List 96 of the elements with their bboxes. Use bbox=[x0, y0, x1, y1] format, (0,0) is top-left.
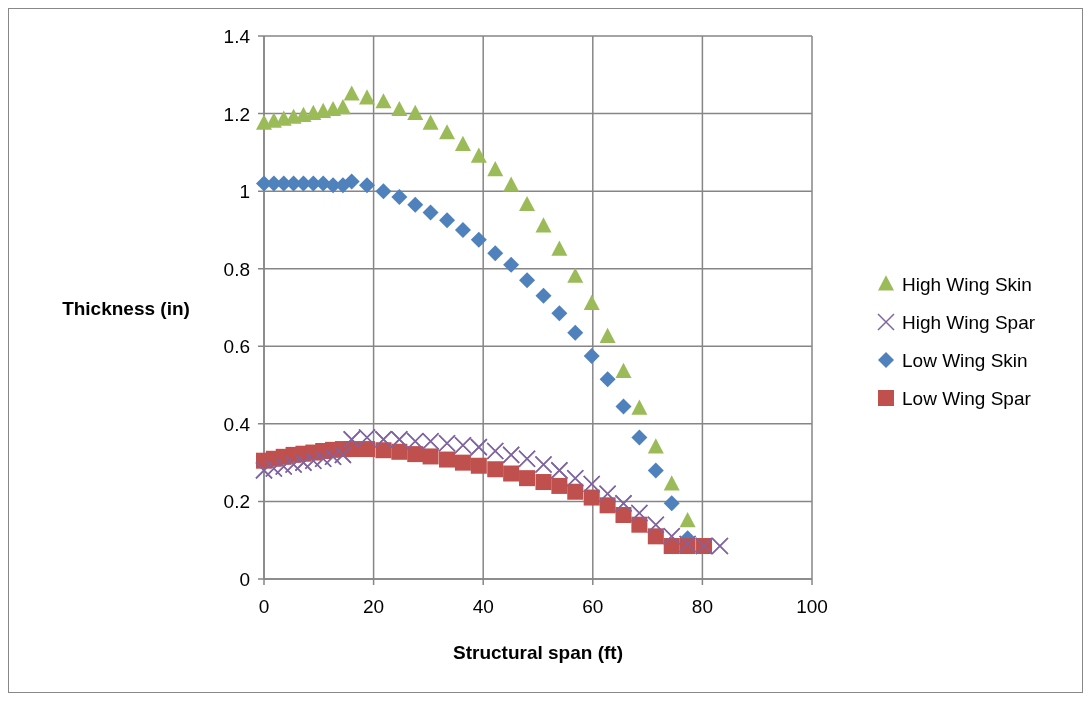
point bbox=[599, 327, 616, 343]
point bbox=[343, 173, 360, 190]
point bbox=[647, 515, 665, 534]
legend-label: High Wing Spar bbox=[902, 312, 1036, 333]
point bbox=[583, 347, 600, 364]
point bbox=[535, 287, 552, 304]
point bbox=[407, 446, 424, 463]
point bbox=[663, 495, 680, 512]
point bbox=[454, 454, 471, 471]
point bbox=[375, 93, 392, 109]
point bbox=[535, 217, 552, 233]
y-tick-label: 1 bbox=[239, 181, 250, 203]
point bbox=[647, 438, 664, 454]
point bbox=[438, 434, 456, 452]
point bbox=[583, 294, 600, 311]
point bbox=[551, 477, 568, 494]
point bbox=[631, 516, 648, 533]
point bbox=[407, 196, 424, 213]
x-tick-label: 100 bbox=[796, 596, 828, 617]
point bbox=[470, 457, 487, 474]
point bbox=[519, 470, 536, 487]
point bbox=[470, 438, 488, 456]
point bbox=[519, 195, 536, 212]
point bbox=[422, 204, 439, 221]
point bbox=[583, 489, 600, 506]
point bbox=[551, 305, 568, 322]
point bbox=[550, 461, 569, 480]
x-tick-label: 20 bbox=[363, 596, 385, 617]
point bbox=[421, 432, 440, 451]
point bbox=[406, 432, 424, 451]
point bbox=[615, 398, 632, 415]
point bbox=[343, 85, 360, 101]
point bbox=[679, 512, 696, 528]
point bbox=[487, 245, 504, 262]
point bbox=[487, 461, 504, 478]
x-tick-label: 60 bbox=[582, 596, 604, 617]
point bbox=[615, 362, 632, 378]
point bbox=[502, 446, 520, 464]
point bbox=[439, 451, 456, 468]
x-tick-label: 40 bbox=[472, 596, 494, 617]
point bbox=[566, 469, 585, 487]
y-tick-label: 1.2 bbox=[223, 103, 250, 125]
point bbox=[647, 462, 664, 479]
point bbox=[359, 89, 376, 105]
point bbox=[599, 371, 616, 388]
y-tick-label: 0.8 bbox=[223, 258, 250, 280]
point bbox=[375, 183, 392, 200]
point bbox=[567, 324, 584, 341]
point bbox=[391, 188, 408, 205]
point bbox=[358, 428, 376, 447]
x-tick-label: 0 bbox=[258, 596, 270, 617]
point bbox=[503, 256, 520, 273]
point bbox=[551, 240, 568, 256]
y-tick-label: 0.4 bbox=[223, 413, 251, 435]
point bbox=[535, 474, 552, 491]
y-tick-label: 1.4 bbox=[223, 26, 251, 47]
point bbox=[615, 507, 632, 523]
point bbox=[454, 221, 471, 238]
point bbox=[470, 231, 487, 248]
legend-label: Low Wing Skin bbox=[902, 350, 1028, 371]
point bbox=[631, 429, 648, 446]
point bbox=[454, 135, 471, 151]
point bbox=[663, 475, 680, 491]
point bbox=[518, 450, 536, 468]
point bbox=[630, 504, 649, 522]
point bbox=[582, 475, 601, 493]
point bbox=[454, 436, 472, 454]
y-axis-title: Thickness (in) bbox=[62, 297, 190, 319]
point bbox=[631, 399, 648, 415]
legend-label: High Wing Skin bbox=[902, 274, 1032, 295]
point bbox=[503, 465, 520, 482]
legend-label: Low Wing Spar bbox=[902, 388, 1032, 409]
point bbox=[391, 443, 408, 460]
point bbox=[407, 104, 424, 120]
y-tick-label: 0.6 bbox=[223, 336, 250, 358]
point bbox=[470, 147, 487, 163]
point bbox=[503, 176, 520, 192]
point bbox=[519, 272, 536, 289]
point bbox=[391, 100, 408, 117]
point bbox=[487, 161, 504, 177]
point bbox=[359, 177, 376, 194]
y-tick-label: 0 bbox=[239, 569, 250, 590]
point bbox=[567, 483, 584, 500]
point bbox=[567, 267, 584, 283]
point bbox=[439, 212, 456, 229]
point bbox=[599, 497, 616, 514]
x-axis-title: Structural span (ft) bbox=[453, 642, 623, 663]
point bbox=[375, 442, 392, 459]
point bbox=[422, 448, 439, 465]
point bbox=[647, 528, 664, 545]
point bbox=[422, 114, 439, 130]
point bbox=[486, 442, 505, 460]
point bbox=[359, 441, 376, 458]
point bbox=[439, 124, 456, 140]
y-tick-label: 0.2 bbox=[223, 491, 250, 513]
x-tick-label: 80 bbox=[691, 596, 713, 617]
